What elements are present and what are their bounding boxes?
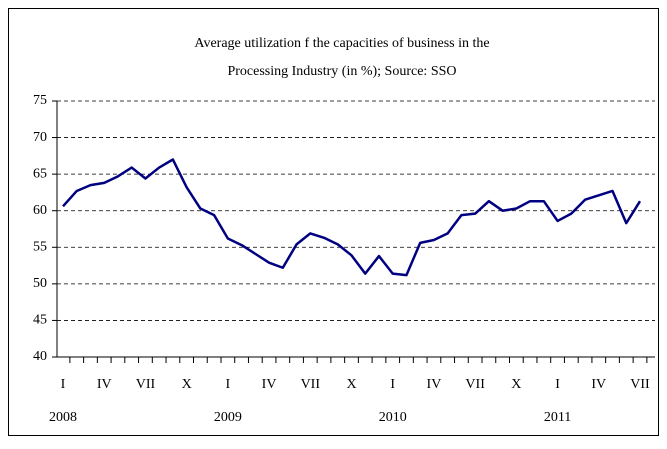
year-label: 2008	[49, 410, 77, 425]
x-tick-label: X	[182, 377, 192, 392]
x-tick-label: IV	[427, 377, 442, 392]
y-tick-label: 55	[33, 240, 47, 255]
chart-title: Processing Industry (in %); Source: SSO	[227, 64, 456, 79]
x-tick-label: I	[390, 377, 395, 392]
x-tick-label: X	[511, 377, 521, 392]
year-label: 2009	[214, 410, 242, 425]
x-tick-label: IV	[591, 377, 606, 392]
y-tick-label: 45	[33, 313, 47, 328]
x-tick-label: I	[555, 377, 560, 392]
data-line	[62, 158, 642, 277]
y-tick-label: 60	[33, 203, 47, 218]
x-tick-label: IV	[97, 377, 112, 392]
x-tick-label: VII	[465, 377, 485, 392]
x-tick-label: IV	[262, 377, 277, 392]
x-tick-label: I	[61, 377, 66, 392]
x-tick-label: I	[226, 377, 231, 392]
y-tick-label: 75	[33, 93, 47, 108]
chart-border	[8, 8, 659, 436]
year-label: 2011	[544, 410, 571, 425]
x-tick-label: VII	[136, 377, 156, 392]
x-tick-label: VII	[301, 377, 321, 392]
y-tick-label: 65	[33, 166, 47, 181]
y-tick-label: 40	[33, 349, 47, 364]
chart-title: Average utilization f the capacities of …	[194, 36, 489, 51]
x-tick-label: VII	[630, 377, 650, 392]
y-tick-label: 70	[33, 130, 47, 145]
x-tick-label: X	[346, 377, 356, 392]
y-tick-label: 50	[33, 276, 47, 291]
year-label: 2010	[379, 410, 407, 425]
